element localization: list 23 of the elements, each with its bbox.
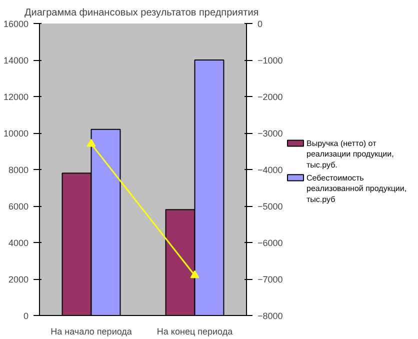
y2-tick-label: −1000 [258, 56, 283, 66]
legend-label: Выручка (нетто) от реализации продукции, тыс.руб. [306, 138, 394, 170]
y-tick-label: 14000 [3, 56, 29, 66]
y2-tick-label: −3000 [258, 128, 283, 138]
y-tick-label: 0 [23, 311, 29, 321]
x-tick-label: На конец периода [156, 326, 233, 336]
y-tick-label: 12000 [3, 92, 29, 102]
x-tick-label: На начало периода [50, 326, 132, 336]
y2-tick-label: −2000 [258, 92, 283, 102]
chart-title: Диаграмма финансовых результатов предприятия [24, 8, 259, 18]
y2-tick-label: −4000 [258, 165, 283, 175]
y-tick-label: 6000 [8, 202, 29, 212]
y2-tick-label: 0 [258, 19, 263, 29]
y2-tick-label: −8000 [258, 311, 283, 321]
y-tick-label: 16000 [3, 19, 29, 29]
y2-tick-label: −6000 [258, 238, 283, 248]
y-tick-label: 8000 [8, 165, 29, 175]
legend-label: Себестоимость реализованной продукции, тыс.руб [306, 173, 407, 204]
y-tick-label: 10000 [3, 128, 29, 138]
y-tick-label: 4000 [8, 238, 29, 248]
y2-tick-label: −5000 [258, 202, 283, 212]
y-tick-label: 2000 [8, 274, 29, 284]
y2-tick-label: −7000 [258, 274, 283, 284]
